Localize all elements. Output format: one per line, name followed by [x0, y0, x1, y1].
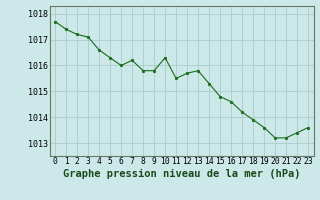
X-axis label: Graphe pression niveau de la mer (hPa): Graphe pression niveau de la mer (hPa): [63, 169, 300, 179]
